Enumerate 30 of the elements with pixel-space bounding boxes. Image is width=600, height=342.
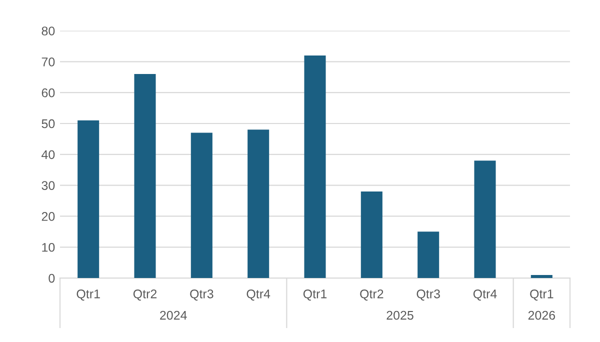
bar bbox=[360, 192, 382, 278]
x-tick-label: Qtr1 bbox=[303, 289, 327, 301]
y-tick-label: 50 bbox=[42, 119, 55, 128]
bar bbox=[134, 74, 156, 278]
x-tick-label: Qtr3 bbox=[190, 289, 214, 301]
bar bbox=[474, 160, 496, 278]
text: 2024 bbox=[160, 310, 187, 320]
bar bbox=[78, 120, 100, 278]
bar bbox=[190, 132, 212, 278]
y-tick-label: 60 bbox=[42, 88, 55, 98]
text: 2025 bbox=[386, 310, 414, 320]
bar bbox=[530, 274, 552, 278]
y-tick-label: 10 bbox=[42, 242, 55, 252]
y-tick-label: 30 bbox=[42, 181, 55, 190]
x-tick-label: Qtr4 bbox=[473, 289, 497, 301]
x-tick-label: Qtr1 bbox=[530, 289, 554, 301]
x-tick-label: Qtr2 bbox=[133, 289, 157, 301]
y-tick-label: 70 bbox=[42, 57, 55, 66]
bar bbox=[248, 130, 270, 278]
x-tick-label: Qtr4 bbox=[246, 289, 270, 301]
y-tick-label: 40 bbox=[42, 150, 55, 160]
x-tick-label: Qtr1 bbox=[76, 289, 100, 301]
x-tick-label: Qtr2 bbox=[360, 289, 384, 301]
y-tick-label: 0 bbox=[48, 274, 55, 283]
bar bbox=[304, 56, 326, 278]
x-tick-label: Qtr3 bbox=[416, 289, 440, 301]
y-tick-label: 80 bbox=[42, 26, 55, 36]
text: 2026 bbox=[528, 310, 556, 320]
bar bbox=[418, 232, 440, 278]
y-tick-label: 20 bbox=[42, 212, 55, 221]
